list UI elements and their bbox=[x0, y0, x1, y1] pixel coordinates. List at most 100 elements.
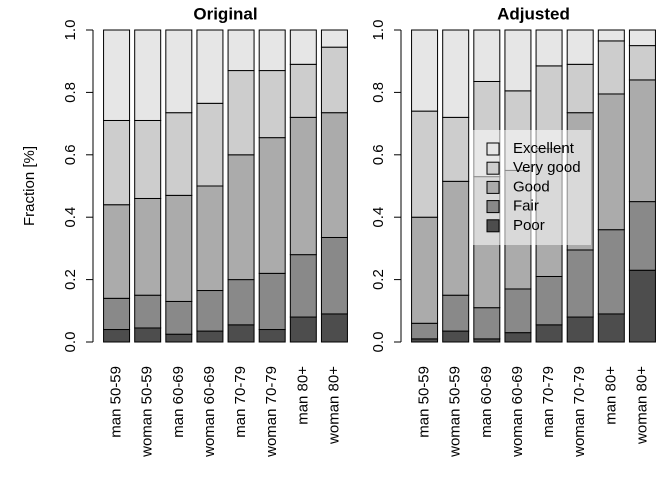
bar-segment bbox=[227, 154, 255, 281]
x-tick-label: woman 60-69 bbox=[509, 366, 526, 458]
bar-segment bbox=[258, 137, 286, 274]
bar-segment bbox=[103, 204, 131, 299]
bar-segment bbox=[227, 29, 255, 72]
x-tick-label: man 80+ bbox=[294, 366, 311, 425]
bar-segment bbox=[628, 201, 656, 271]
bar-segment bbox=[165, 300, 193, 335]
bar-segment bbox=[165, 29, 193, 114]
bar-segment bbox=[196, 29, 224, 104]
x-tick-label: woman 70-79 bbox=[263, 366, 280, 458]
bar-segment bbox=[442, 294, 470, 332]
bar-segment bbox=[289, 116, 317, 256]
bar-segment bbox=[103, 119, 131, 206]
x-tick-label: man 50-59 bbox=[416, 366, 433, 438]
bar-segment bbox=[504, 29, 532, 92]
bar-segment bbox=[196, 185, 224, 292]
bar-segment bbox=[289, 63, 317, 118]
bar-segment bbox=[535, 275, 563, 326]
bar-segment bbox=[134, 327, 162, 343]
bar-segment bbox=[566, 63, 594, 114]
bar-segment bbox=[258, 29, 286, 72]
y-axis-label: Fraction [%] bbox=[21, 146, 38, 226]
bar-segment bbox=[411, 29, 439, 112]
chart-title: Adjusted bbox=[497, 4, 570, 23]
x-tick-label: woman 60-69 bbox=[201, 366, 218, 458]
bar-segment bbox=[103, 29, 131, 121]
bar-segment bbox=[196, 102, 224, 187]
x-tick-label: man 60-69 bbox=[478, 366, 495, 438]
bar-segment bbox=[289, 29, 317, 65]
legend-label: Excellent bbox=[513, 140, 575, 157]
bar-segment bbox=[196, 290, 224, 332]
bar-segment bbox=[227, 70, 255, 156]
bar-segment bbox=[165, 112, 193, 196]
y-tick-label: 1.0 bbox=[370, 20, 387, 41]
bar-segment bbox=[411, 216, 439, 324]
x-tick-label: woman 50-59 bbox=[139, 366, 156, 458]
bar-segment bbox=[411, 110, 439, 218]
legend-label: Very good bbox=[513, 159, 581, 176]
x-tick-label: man 80+ bbox=[602, 366, 619, 425]
legend-swatch bbox=[486, 200, 500, 214]
bar-segment bbox=[103, 297, 131, 331]
y-tick-label: 0.8 bbox=[62, 82, 79, 103]
bar-segment bbox=[134, 29, 162, 121]
bar-segment bbox=[442, 330, 470, 343]
bar-segment bbox=[134, 197, 162, 296]
bar-segment bbox=[535, 324, 563, 343]
bar-segment bbox=[628, 29, 656, 47]
y-tick-label: 0.2 bbox=[370, 269, 387, 290]
bar-segment bbox=[196, 330, 224, 343]
legend-swatch bbox=[486, 180, 500, 194]
y-tick-label: 0.6 bbox=[62, 144, 79, 165]
bar-segment bbox=[134, 294, 162, 329]
bar-segment bbox=[411, 322, 439, 340]
bar-segment bbox=[320, 112, 348, 238]
bar-segment bbox=[227, 279, 255, 326]
y-tick-label: 0.2 bbox=[62, 269, 79, 290]
bar-segment bbox=[442, 29, 470, 118]
bar-segment bbox=[320, 313, 348, 343]
x-tick-label: man 70-79 bbox=[540, 366, 557, 438]
bar-segment bbox=[597, 313, 625, 343]
bar-segment bbox=[597, 93, 625, 231]
x-tick-label: woman 70-79 bbox=[571, 366, 588, 458]
bar-segment bbox=[566, 249, 594, 318]
x-tick-label: woman 50-59 bbox=[447, 366, 464, 458]
bar-segment bbox=[597, 29, 625, 42]
x-tick-label: man 50-59 bbox=[108, 366, 125, 438]
bar-segment bbox=[597, 40, 625, 95]
bar-segment bbox=[566, 316, 594, 343]
y-tick-label: 0.8 bbox=[370, 82, 387, 103]
bar-segment bbox=[134, 119, 162, 199]
bar-segment bbox=[165, 333, 193, 343]
y-tick-label: 0.0 bbox=[370, 332, 387, 353]
bar-segment bbox=[473, 29, 501, 82]
y-tick-label: 0.4 bbox=[370, 207, 387, 228]
bar-segment bbox=[504, 332, 532, 343]
y-tick-label: 0.0 bbox=[62, 332, 79, 353]
bar-segment bbox=[258, 70, 286, 139]
bar-segment bbox=[320, 46, 348, 114]
bar-segment bbox=[320, 29, 348, 48]
y-tick-label: 1.0 bbox=[62, 20, 79, 41]
y-tick-label: 0.6 bbox=[370, 144, 387, 165]
bar-segment bbox=[597, 229, 625, 315]
bar-segment bbox=[258, 329, 286, 343]
y-tick-label: 0.4 bbox=[62, 207, 79, 228]
bar-segment bbox=[442, 180, 470, 296]
bar-segment bbox=[628, 45, 656, 81]
bar-segment bbox=[289, 254, 317, 318]
bar-segment bbox=[504, 288, 532, 334]
bar-segment bbox=[320, 236, 348, 315]
x-tick-label: woman 80+ bbox=[633, 366, 650, 445]
x-tick-label: man 70-79 bbox=[232, 366, 249, 438]
legend-swatch bbox=[486, 219, 500, 233]
legend-swatch bbox=[486, 161, 500, 175]
legend-label: Poor bbox=[513, 217, 545, 234]
bar-segment bbox=[165, 194, 193, 302]
bar-segment bbox=[289, 316, 317, 343]
chart-title: Original bbox=[193, 4, 257, 23]
bar-segment bbox=[473, 307, 501, 340]
